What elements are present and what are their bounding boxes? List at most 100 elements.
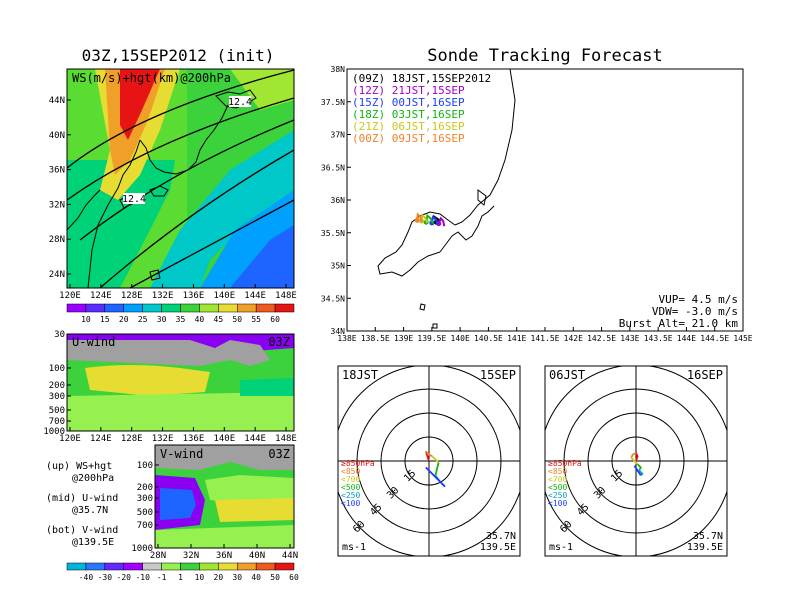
- hodograph-trace: [434, 462, 440, 476]
- tracking-x-tick-label: 140E: [451, 334, 470, 343]
- map-field-south: [67, 160, 175, 288]
- track-line: [425, 213, 434, 224]
- v-wind-y-tick-label: 100: [137, 461, 153, 471]
- u-wind-x-tick-label: 124E: [90, 434, 112, 444]
- v-wind-x-tick-label: 32N: [183, 551, 199, 561]
- v-wind-time: 03Z: [268, 447, 290, 461]
- v-colorbar-swatch: [85, 562, 106, 571]
- tracking-y-tick-label: 34.5N: [321, 294, 345, 303]
- hodograph-layer-legend: <250: [548, 491, 567, 500]
- hodograph-units: ms-1: [342, 542, 366, 553]
- tracking-x-tick-label: 139E: [394, 334, 413, 343]
- u-wind-x-tick-label: 120E: [59, 434, 81, 444]
- tracking-x-tick-label: 141E: [507, 334, 526, 343]
- track-line: [416, 212, 423, 223]
- map-colorbar-label: 60: [270, 315, 280, 324]
- tracking-x-tick-label: 142.5E: [587, 334, 616, 343]
- map-x-tick-label: 120E: [59, 291, 81, 301]
- map-colorbar-label: 30: [157, 315, 167, 324]
- tracking-y-tick-label: 36.5N: [321, 163, 345, 172]
- map-colorbar-swatch: [274, 303, 295, 313]
- map-field-east: [150, 130, 294, 288]
- v-colorbar-swatch: [218, 562, 238, 571]
- v-colorbar-label: 30: [232, 573, 242, 582]
- tracking-y-tick-label: 34N: [331, 327, 346, 336]
- v-colorbar-swatch: [255, 562, 276, 571]
- v-wind-x-tick-label: 44N: [282, 551, 298, 561]
- hodograph-layer-legend: <500: [548, 483, 567, 492]
- burst-altitude: Burst Alt= 21.0 km: [619, 317, 739, 330]
- v-wind-x-tick-label: 40N: [249, 551, 265, 561]
- map-colorbar-label: 25: [138, 315, 148, 324]
- map-x-tick-label: 136E: [183, 291, 205, 301]
- tracking-x-tick-label: 138.5E: [361, 334, 390, 343]
- v-wind-y-tick-label: 1000: [131, 544, 153, 554]
- map-colorbar-swatch: [199, 303, 219, 313]
- v-colorbar-swatch: [180, 562, 200, 571]
- map-colorbar-label: 50: [232, 315, 242, 324]
- hodograph-time: 18JST: [342, 368, 378, 382]
- u-wind-x-tick-label: 136E: [183, 434, 205, 444]
- u-wind-x-ticks: 120E 124E 128E 132E 136E 140E 144E 148E: [59, 427, 297, 444]
- track-line: [437, 216, 446, 227]
- map-field-far-southeast: [230, 225, 294, 288]
- panel-notes: (up) WS+hgt @200hPa (mid) U-wind @35.7N …: [46, 461, 118, 548]
- tracking-x-ticks: 138E 138.5E 139E 139.5E 140E 140.5E 141E 141.5E…: [337, 327, 753, 343]
- tracking-coastline: [377, 68, 516, 329]
- u-wind-field-gray: [67, 340, 270, 366]
- tracking-x-tick-label: 139.5E: [417, 334, 446, 343]
- map-colorbar-swatch: [104, 303, 125, 313]
- map-x-tick-label: 140E: [213, 291, 235, 301]
- hodograph-trace: [431, 455, 440, 464]
- v-colorbar-label: 1: [178, 573, 183, 582]
- track-line: [420, 212, 429, 224]
- tracking-x-tick-label: 144.5E: [700, 334, 729, 343]
- track-legend-entry: (12Z) 21JST,15SEP: [352, 84, 465, 97]
- tracking-x-tick-label: 143.5E: [644, 334, 673, 343]
- map-x-tick-label: 132E: [152, 291, 174, 301]
- v-wind-field-light: [205, 475, 294, 505]
- map-colorbar-swatch: [142, 303, 162, 313]
- map-colorbar-swatch: [85, 303, 106, 313]
- v-colorbar-label: 40: [251, 573, 261, 582]
- track-legend-entry: (18Z) 03JST,16SEP: [352, 108, 465, 121]
- v-wind-field-gray: [155, 445, 294, 470]
- map-y-tick-label: 28N: [49, 235, 65, 245]
- map-y-tick-label: 40N: [49, 131, 65, 141]
- hodograph-date: 16SEP: [687, 368, 723, 382]
- map-x-tick-label: 148E: [275, 291, 297, 301]
- note-bot: (bot) V-wind: [46, 525, 118, 536]
- tracking-x-tick-label: 140.5E: [474, 334, 503, 343]
- contour-label: 12.4: [228, 97, 252, 108]
- tracking-x-tick-label: 138E: [337, 334, 356, 343]
- tracking-tracks: [414, 212, 446, 227]
- u-wind-x-tick-label: 132E: [152, 434, 174, 444]
- map-y-tick-label: 36N: [49, 166, 65, 176]
- v-wind-field-yellow: [215, 498, 294, 522]
- tracking-y-tick-label: 38N: [331, 65, 346, 74]
- v-wind-label: V-wind: [160, 447, 203, 461]
- v-colorbar-label: 50: [270, 573, 280, 582]
- tracking-background: [347, 69, 743, 331]
- u-wind-field-east: [240, 378, 294, 396]
- v-colorbar-label: -10: [135, 573, 150, 582]
- map-colorbar-swatch: [123, 303, 143, 313]
- map-y-tick-label: 32N: [49, 200, 65, 210]
- hodograph-layer-legend: <700: [548, 475, 567, 484]
- map-jet-core: [120, 69, 160, 140]
- tracking-y-tick-label: 35N: [331, 262, 346, 271]
- hodograph-trace: [636, 463, 642, 472]
- map-colorbar-label: 40: [195, 315, 205, 324]
- track-legend-entry: (15Z) 00JST,16SEP: [352, 96, 465, 109]
- v-colorbar-swatch: [199, 562, 219, 571]
- note-mid: (mid) U-wind: [46, 493, 118, 504]
- note-up-level: @200hPa: [72, 473, 114, 484]
- map-y-ticks: 44N 40N 36N 32N 28N 24N: [49, 96, 71, 280]
- v-wind-field-lower: [155, 525, 294, 548]
- v-wind-y-tick-label: 200: [137, 483, 153, 493]
- u-wind-x-tick-label: 144E: [244, 434, 266, 444]
- u-wind-y-tick-label: 700: [49, 417, 65, 427]
- v-wind-y-tick-label: 700: [137, 521, 153, 531]
- tracking-x-tick-label: 143E: [620, 334, 639, 343]
- hodograph-layer-legend: <700: [341, 475, 360, 484]
